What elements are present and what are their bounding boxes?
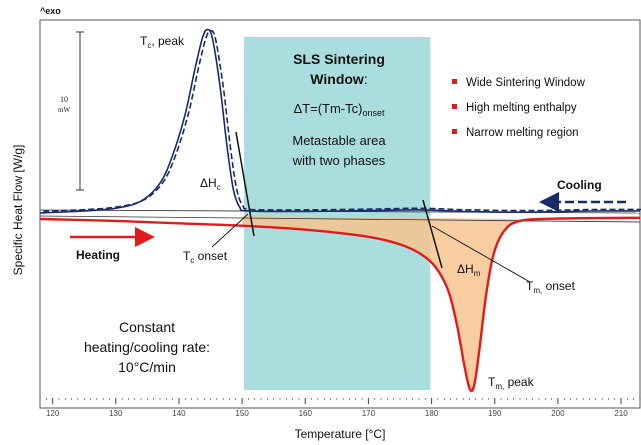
x-tick-label: 130	[109, 409, 123, 418]
window-desc-line-2: with two phases	[292, 153, 386, 168]
x-tick-label: 170	[362, 409, 376, 418]
tc-peak-label: Tc, peak	[140, 34, 185, 50]
window-title-line-2: Window:	[310, 71, 367, 87]
tm-peak-sub: m,	[495, 382, 504, 391]
x-tick-label: 140	[172, 409, 186, 418]
tc-onset-pointer	[211, 213, 249, 248]
tm-peak-label: Tm, peak	[488, 375, 535, 391]
window-title-colon: :	[364, 71, 368, 87]
heating-label: Heating	[76, 248, 120, 262]
legend-marker	[452, 129, 457, 134]
x-tick-label: 150	[235, 409, 249, 418]
rate-line-2: heating/cooling rate:	[84, 339, 210, 355]
x-tick-label: 120	[46, 409, 60, 418]
scale-bar: 10 mW	[58, 31, 84, 191]
scale-bar-value: 10	[60, 95, 68, 104]
dhm-label: ΔHm	[457, 262, 481, 278]
x-tick-label: 180	[425, 409, 439, 418]
legend-item: Narrow melting region	[466, 127, 579, 139]
plot-frame	[39, 19, 641, 409]
tc-peak-rest: , peak	[151, 34, 185, 48]
tc-onset-main: T	[183, 249, 191, 263]
cooling-curve-dashed	[43, 29, 641, 213]
rate-line-3: 10°C/min	[118, 359, 176, 375]
tc-peak-sub: c	[147, 41, 151, 50]
tm-tangent-line	[422, 199, 443, 269]
dhm-main: ΔH	[457, 262, 474, 276]
rate-line-1: Constant	[119, 319, 175, 335]
melting-enthalpy-area	[242, 216, 520, 392]
x-axis-title: Temperature [°C]	[295, 427, 386, 441]
tc-peak-main: T	[140, 34, 148, 48]
dhc-sub: c	[217, 183, 221, 192]
window-delta: ΔT=(Tm-Tc)onset	[293, 101, 385, 118]
y-axis-title: Specific Heat Flow [W/g]	[11, 145, 25, 276]
tc-onset-sub: c	[190, 256, 194, 265]
legend-marker	[452, 104, 457, 109]
x-tick-label: 210	[614, 409, 628, 418]
baseline-lower	[39, 215, 641, 223]
window-delta-main: ΔT=(Tm-Tc)	[293, 101, 362, 116]
dhm-sub: m	[474, 269, 481, 278]
tm-onset-label: Tm, onset	[526, 279, 576, 295]
legend-item: High melting enthalpy	[466, 102, 577, 114]
legend-item: Wide Sintering Window	[466, 77, 586, 89]
window-title-word: Window	[310, 71, 364, 87]
x-tick-label: 200	[551, 409, 565, 418]
legend-marker	[452, 79, 457, 84]
tm-onset-sub: m,	[533, 286, 542, 295]
tm-peak-rest: peak	[504, 375, 534, 389]
scale-bar-unit: mW	[58, 106, 70, 114]
tm-onset-main: T	[526, 279, 534, 293]
window-delta-sub: onset	[362, 108, 385, 118]
cooling-label: Cooling	[557, 178, 602, 192]
heating-curve	[39, 216, 641, 393]
legend: Wide Sintering Window High melting entha…	[452, 77, 586, 139]
corner-label: ^exo	[40, 6, 61, 16]
tm-onset-rest: onset	[542, 279, 575, 293]
sintering-window	[244, 37, 431, 390]
x-tick-label: 160	[299, 409, 313, 418]
x-tick-label: 190	[488, 409, 502, 418]
dhc-main: ΔH	[200, 176, 217, 190]
window-title-line-1: SLS Sintering	[293, 51, 385, 67]
tm-peak-main: T	[488, 375, 496, 389]
tc-onset-rest: onset	[194, 249, 227, 263]
x-axis-ticks: 120 130 140 150 160 170 180 190 200 210	[39, 398, 641, 418]
tm-onset-pointer	[431, 225, 531, 283]
tc-onset-label: Tc onset	[183, 249, 228, 265]
tc-tangent-line	[235, 131, 255, 237]
window-desc-line-1: Metastable area	[292, 133, 386, 148]
cooling-curve	[39, 28, 641, 214]
dhc-label: ΔHc	[200, 176, 221, 192]
